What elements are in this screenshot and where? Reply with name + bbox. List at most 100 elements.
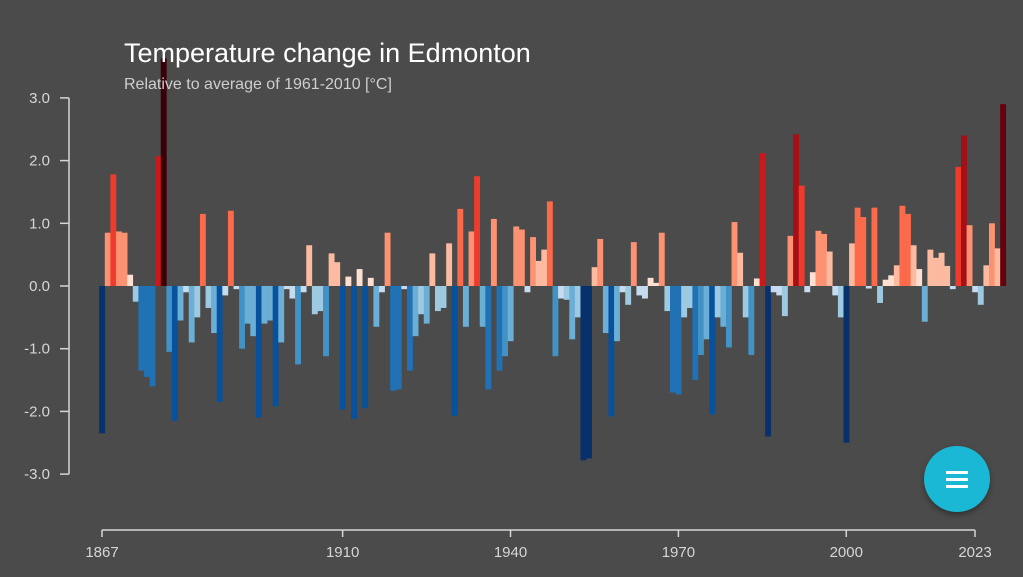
bar-1905 (311, 286, 318, 315)
bar-1869 (110, 174, 117, 286)
bar-1899 (278, 286, 285, 343)
bar-1868 (104, 232, 111, 286)
x-tick-label: 2023 (958, 544, 991, 561)
bar-1964 (642, 286, 648, 299)
bar-1986 (765, 286, 772, 437)
bar-1945 (535, 260, 542, 286)
bar-1871 (121, 232, 128, 286)
bar-1897 (267, 286, 273, 321)
y-tick-label: 1.0 (29, 215, 50, 232)
bar-2023 (972, 286, 979, 293)
bar-2001 (849, 243, 855, 286)
bar-1913 (356, 269, 363, 286)
bar-1936 (485, 286, 492, 390)
bar-1997 (826, 251, 833, 286)
bar-1883 (188, 286, 195, 343)
bar-2027 (994, 248, 1001, 286)
bar-1979 (725, 286, 732, 348)
bar-1991 (793, 134, 800, 286)
bar-1898 (272, 286, 279, 407)
bar-1994 (809, 272, 816, 286)
bar-1926 (429, 253, 436, 286)
bar-2004 (865, 286, 872, 289)
bar-1873 (132, 286, 139, 302)
bar-1879 (166, 286, 173, 352)
bar-1989 (781, 286, 788, 317)
bar-1916 (373, 286, 380, 327)
bar-1960 (619, 286, 626, 293)
bar-2021 (961, 135, 967, 286)
bar-1870 (115, 231, 122, 286)
bar-1990 (787, 235, 794, 286)
bar-2017 (938, 252, 945, 286)
y-axis: 3.0 2.0 1.0 0.0 -1.0 -2.0 -3.0 (24, 90, 70, 483)
bar-2012 (910, 245, 917, 287)
bar-1949 (558, 286, 564, 299)
bar-1937 (490, 218, 497, 286)
bar-1992 (798, 185, 805, 286)
bar-1971 (681, 286, 688, 318)
bar-1951 (569, 286, 576, 340)
bar-1941 (513, 226, 520, 286)
bar-1963 (636, 286, 643, 296)
bar-1894 (250, 286, 257, 337)
bar-1880 (171, 286, 178, 421)
bar-1940 (507, 286, 514, 342)
bar-2000 (843, 286, 850, 443)
bar-1988 (776, 286, 783, 296)
bar-1915 (367, 277, 374, 286)
bar-1889 (222, 286, 229, 296)
bar-1966 (653, 282, 660, 287)
bar-1978 (720, 286, 727, 327)
bar-1884 (194, 286, 201, 318)
bar-1933 (468, 231, 475, 286)
x-tick-label: 1910 (326, 544, 359, 561)
bar-1924 (418, 286, 425, 315)
bar-1872 (127, 274, 134, 286)
bar-1952 (574, 286, 581, 318)
bar-1919 (390, 286, 397, 391)
bar-2009 (893, 265, 900, 286)
x-axis: 1867 1910 1940 1970 2000 2023 (85, 529, 992, 561)
bar-1953 (580, 286, 587, 461)
bar-1927 (434, 286, 441, 312)
bar-1977 (714, 286, 721, 318)
bar-1995 (815, 230, 822, 286)
bar-1938 (496, 286, 503, 371)
bar-1939 (502, 286, 509, 357)
bar-1881 (177, 286, 184, 321)
bar-2003 (860, 217, 867, 286)
bar-1935 (479, 286, 486, 327)
bar-1907 (323, 286, 329, 357)
bar-1903 (300, 286, 307, 293)
bar-1911 (345, 276, 352, 286)
bar-1908 (328, 253, 335, 286)
bar-1984 (753, 278, 760, 286)
bar-1980 (731, 222, 738, 286)
bar-1887 (211, 286, 218, 334)
bar-1999 (837, 286, 844, 318)
bar-2016 (933, 257, 939, 286)
bar-1902 (295, 286, 301, 365)
bar-2015 (927, 249, 934, 286)
bar-1867 (99, 286, 106, 434)
bar-1970 (675, 286, 682, 395)
bar-1900 (283, 286, 290, 290)
bar-1954 (586, 286, 592, 459)
bar-1877 (155, 156, 162, 286)
bar-1985 (759, 153, 766, 286)
bar-1931 (457, 208, 464, 286)
bar-1975 (703, 286, 710, 340)
bar-1882 (183, 286, 190, 293)
bar-1895 (255, 286, 262, 418)
bar-1974 (697, 286, 704, 355)
bar-1959 (614, 286, 620, 342)
bar-2013 (916, 269, 923, 286)
chart-subtitle: Relative to average of 1961-2010 [°C] (124, 76, 392, 93)
bar-1958 (608, 286, 615, 417)
bar-1904 (306, 245, 313, 287)
x-tick-label: 1970 (662, 544, 695, 561)
bar-1955 (591, 267, 598, 286)
menu-button[interactable] (924, 446, 990, 512)
bar-1925 (423, 286, 430, 324)
